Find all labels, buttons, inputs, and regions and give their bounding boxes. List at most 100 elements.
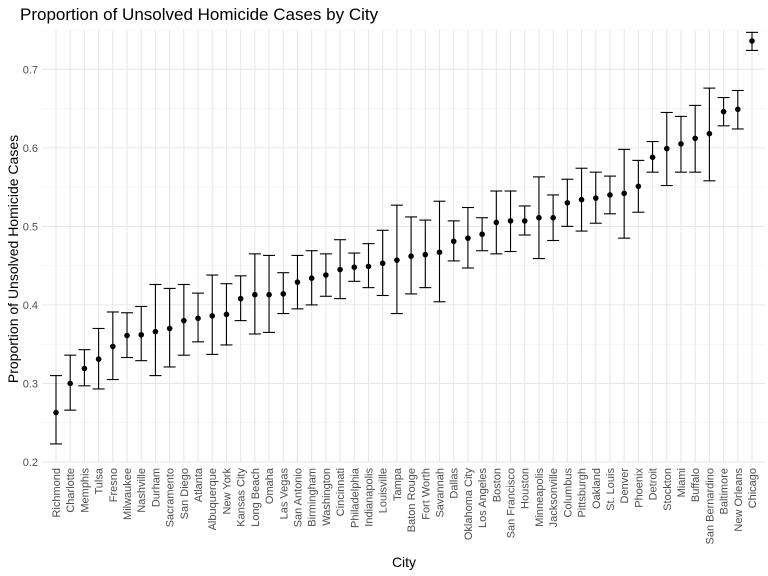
- x-tick-label: Richmond: [51, 468, 63, 518]
- x-tick-label: Minneapolis: [534, 468, 546, 527]
- x-tick-label: San Bernardino: [704, 468, 716, 544]
- data-point: [635, 183, 642, 190]
- x-tick-label: Las Vegas: [278, 468, 290, 520]
- x-tick-label: Stockton: [662, 468, 674, 511]
- data-point: [110, 343, 116, 350]
- y-tick-label: 0.5: [23, 221, 38, 233]
- data-point: [351, 264, 358, 271]
- data-point: [734, 106, 741, 113]
- x-tick-label: Durham: [150, 468, 162, 507]
- x-tick-label: Dallas: [449, 468, 461, 499]
- data-point: [53, 409, 59, 416]
- x-tick-label: Savannah: [435, 468, 447, 518]
- x-axis-title: City: [392, 554, 416, 570]
- x-axis-ticks: Richmond Charlotte Memphis Tulsa Fresno Milwa…: [51, 467, 759, 544]
- x-tick-label: Albuquerque: [207, 468, 219, 530]
- data-point: [152, 328, 159, 335]
- data-point: [337, 266, 343, 273]
- data-point: [592, 195, 599, 201]
- x-tick-label: Denver: [619, 468, 631, 504]
- data-point: [181, 317, 187, 324]
- x-tick-label: Baltimore: [719, 468, 731, 514]
- x-tick-label: Boston: [491, 468, 503, 502]
- data-point: [209, 313, 216, 319]
- data-marks: [50, 31, 758, 445]
- x-tick-label: St. Louis: [605, 468, 617, 511]
- x-tick-label: San Diego: [179, 468, 191, 519]
- data-point: [394, 257, 400, 263]
- x-tick-label: Milwaukee: [122, 468, 134, 520]
- grid: [42, 29, 765, 463]
- data-point: [436, 249, 443, 256]
- data-point: [607, 192, 613, 198]
- x-tick-label: Jacksonville: [548, 468, 560, 527]
- data-point: [692, 135, 698, 142]
- x-tick-label: Washington: [321, 468, 333, 526]
- data-point: [266, 291, 272, 298]
- data-point: [507, 218, 514, 224]
- x-tick-label: Omaha: [264, 467, 276, 504]
- data-point: [678, 141, 684, 147]
- data-point: [408, 253, 414, 260]
- data-point: [749, 38, 755, 44]
- y-tick-label: 0.4: [23, 300, 38, 312]
- data-point: [706, 130, 713, 137]
- y-axis-ticks: 0.2 0.3 0.4 0.5 0.6 0.7: [23, 64, 38, 469]
- x-tick-label: Detroit: [648, 468, 660, 500]
- x-tick-label: Long Beach: [250, 468, 262, 527]
- data-point: [536, 214, 542, 221]
- x-tick-label: Tampa: [392, 467, 404, 501]
- data-point: [521, 218, 528, 224]
- data-point: [252, 291, 258, 298]
- data-point: [621, 190, 627, 197]
- data-point: [280, 291, 287, 297]
- x-tick-label: Oklahoma City: [463, 468, 475, 541]
- data-point: [663, 145, 670, 152]
- data-point: [81, 365, 88, 372]
- data-point: [564, 200, 571, 206]
- x-tick-label: Los Angeles: [477, 468, 489, 528]
- x-tick-label: Fresno: [108, 468, 120, 502]
- data-point: [720, 108, 727, 115]
- x-tick-label: Buffalo: [690, 468, 702, 502]
- x-tick-label: Philadelphia: [349, 467, 361, 528]
- x-tick-label: Baton Rouge: [406, 468, 418, 532]
- x-tick-label: Memphis: [79, 468, 91, 513]
- x-tick-label: Kansas City: [236, 468, 248, 527]
- data-point: [237, 295, 244, 302]
- x-tick-label: Pittsburgh: [577, 468, 589, 518]
- data-point: [649, 154, 656, 161]
- x-tick-label: San Francisco: [506, 468, 518, 538]
- x-tick-label: Chicago: [747, 468, 759, 508]
- x-tick-label: New Orleans: [733, 468, 745, 532]
- x-tick-label: Fort Worth: [420, 468, 432, 520]
- x-tick-label: Birmingham: [307, 468, 319, 527]
- data-point: [323, 272, 329, 278]
- y-tick-label: 0.7: [23, 64, 38, 76]
- data-point: [308, 275, 315, 282]
- x-tick-label: Houston: [520, 468, 532, 509]
- y-tick-label: 0.2: [23, 457, 38, 469]
- data-point: [479, 231, 485, 238]
- x-tick-label: Cincinnati: [335, 468, 347, 516]
- data-point: [223, 311, 230, 318]
- data-point: [138, 331, 145, 338]
- data-point: [450, 238, 457, 245]
- data-point: [95, 356, 102, 362]
- data-point: [365, 263, 372, 270]
- x-tick-label: Louisville: [378, 468, 390, 513]
- x-tick-label: Nashville: [136, 468, 148, 513]
- data-point: [294, 279, 301, 285]
- x-tick-label: Miami: [676, 468, 688, 497]
- x-tick-label: Oakland: [591, 468, 603, 509]
- data-point: [422, 251, 429, 258]
- data-point: [578, 196, 585, 203]
- x-tick-label: San Antonio: [292, 468, 304, 527]
- x-tick-label: Tulsa: [94, 467, 106, 494]
- data-point: [379, 260, 386, 267]
- chart-title: Proportion of Unsolved Homicide Cases by…: [20, 5, 379, 24]
- data-point: [124, 332, 130, 339]
- data-point: [493, 219, 500, 226]
- data-point: [550, 214, 556, 221]
